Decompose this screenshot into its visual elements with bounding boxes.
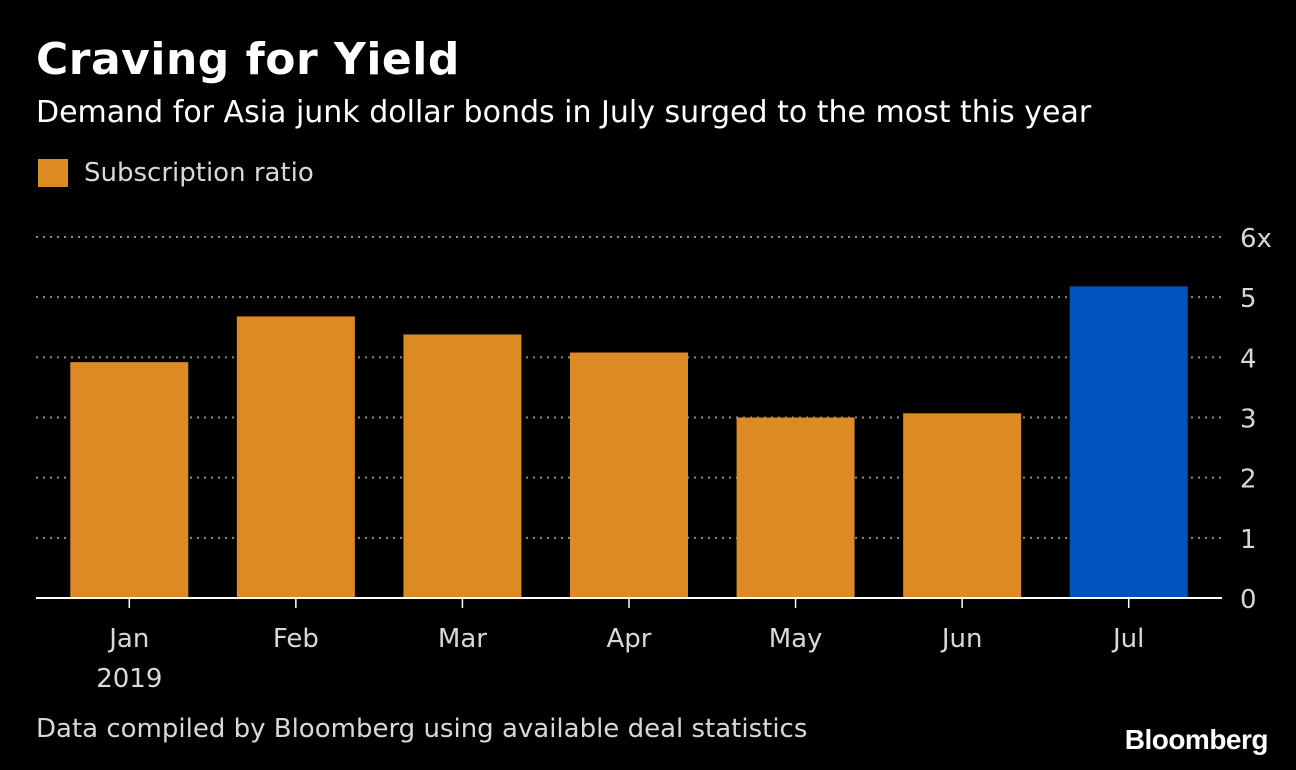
bar-jul bbox=[1069, 286, 1188, 598]
bar-mar bbox=[403, 334, 522, 598]
bar-jun bbox=[903, 413, 1022, 598]
footnote: Data compiled by Bloomberg using availab… bbox=[36, 714, 808, 744]
legend-swatch bbox=[38, 159, 68, 187]
x-tick-label: May bbox=[769, 624, 823, 654]
legend-label: Subscription ratio bbox=[84, 158, 314, 188]
bloomberg-logo: Bloomberg bbox=[1124, 724, 1269, 755]
y-tick-label: 4 bbox=[1240, 344, 1257, 374]
tick-labels: 0 1 2 3 4 5 6x Jan 2019 Feb Mar Apr May Jun Jul bbox=[96, 224, 1272, 694]
bar-apr bbox=[570, 352, 688, 598]
gridlines bbox=[36, 236, 1222, 539]
bar-may bbox=[736, 417, 855, 598]
chart-title: Craving for Yield bbox=[36, 34, 460, 85]
bar-jan bbox=[70, 362, 189, 598]
y-tick-label: 6x bbox=[1240, 224, 1272, 254]
y-tick-label: 2 bbox=[1240, 465, 1257, 495]
y-tick-label: 5 bbox=[1240, 284, 1257, 314]
x-tick-label: Jan bbox=[107, 624, 149, 654]
x-tick-label: Jun bbox=[940, 624, 983, 654]
x-tick-label: Apr bbox=[607, 624, 652, 654]
x-tick-label: Jul bbox=[1111, 624, 1144, 654]
bars bbox=[70, 286, 1188, 598]
x-tick-label: Mar bbox=[438, 624, 487, 654]
legend: Subscription ratio bbox=[38, 158, 314, 188]
y-tick-label: 3 bbox=[1240, 405, 1257, 435]
chart-subtitle: Demand for Asia junk dollar bonds in Jul… bbox=[36, 95, 1092, 130]
bar-feb bbox=[236, 316, 355, 598]
y-tick-label: 0 bbox=[1240, 585, 1257, 615]
x-year-label: 2019 bbox=[96, 664, 162, 694]
axes bbox=[36, 597, 1222, 608]
x-tick-label: Feb bbox=[273, 624, 319, 654]
y-tick-label: 1 bbox=[1240, 525, 1257, 555]
